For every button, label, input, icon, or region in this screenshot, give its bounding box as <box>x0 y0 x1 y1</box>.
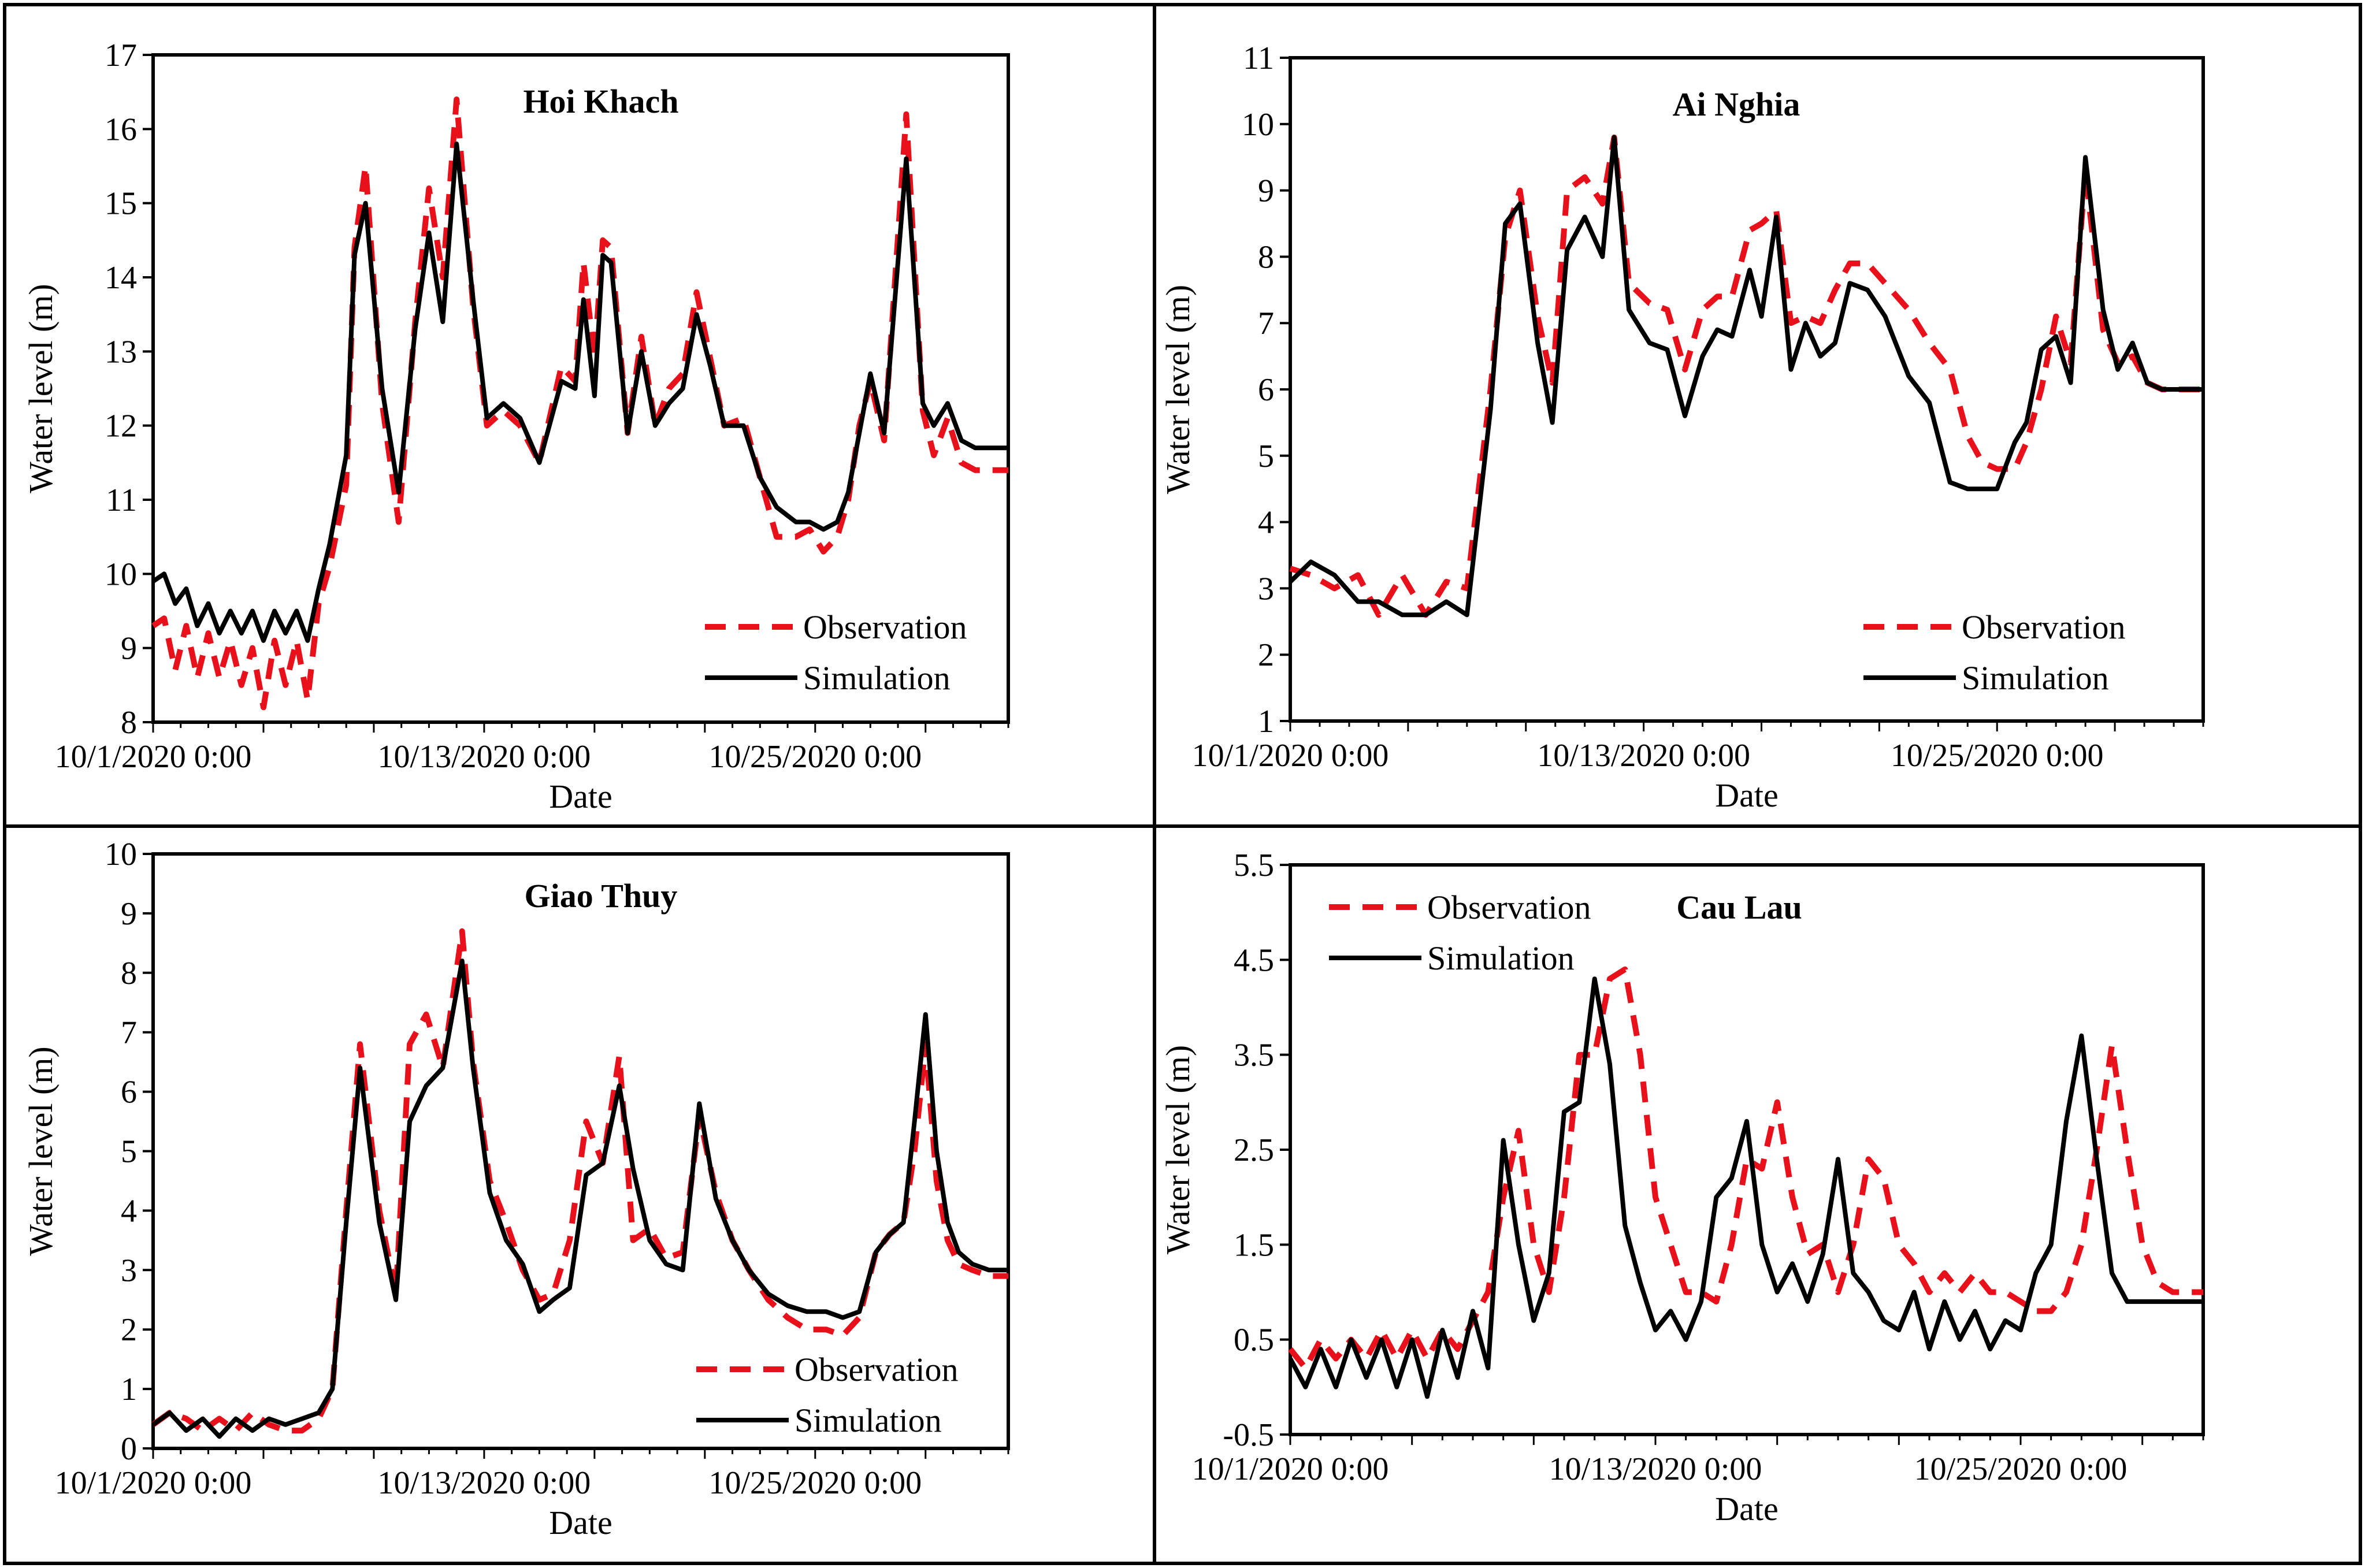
x-tick-label: 10/25/2020 0:00 <box>708 1465 922 1501</box>
legend-observation-label: Observation <box>1427 889 1591 926</box>
y-tick-label: 2 <box>1258 637 1274 673</box>
y-tick-label: 1.5 <box>1234 1227 1274 1263</box>
x-tick-label: 10/13/2020 0:00 <box>378 1465 591 1501</box>
y-tick-label: -0.5 <box>1223 1417 1274 1453</box>
y-tick-label: 10 <box>105 556 137 592</box>
y-tick-label: 11 <box>106 482 137 518</box>
x-tick-label: 10/25/2020 0:00 <box>708 739 922 775</box>
chart-cau-lau: -0.5 0.5 1.5 2.5 3.5 4.5 5.5 10/1/2020 0:00 10/1… <box>1159 848 2205 1528</box>
x-tick-label: 10/1/2020 0:00 <box>55 1465 252 1501</box>
y-tick-label: 6 <box>1258 372 1274 408</box>
y-tick-label: 5 <box>121 1134 137 1170</box>
y-tick-label: 8 <box>1258 239 1274 275</box>
plot-area <box>1289 56 2205 723</box>
y-tick-label: 16 <box>105 112 137 147</box>
chart-title: Ai Nghia <box>1673 86 1800 123</box>
x-tick-label: 10/25/2020 0:00 <box>1891 738 2104 774</box>
y-tick-label: 17 <box>105 38 137 73</box>
x-tick-label: 10/13/2020 0:00 <box>378 739 591 775</box>
legend-simulation-label: Simulation <box>794 1402 942 1439</box>
x-tick-label: 10/1/2020 0:00 <box>1192 1451 1389 1487</box>
y-tick-label: 15 <box>105 186 137 222</box>
y-tick-label: 9 <box>121 631 137 667</box>
y-tick-label: 5 <box>1258 439 1274 474</box>
y-tick-label: 8 <box>121 956 137 991</box>
x-tick-label: 10/13/2020 0:00 <box>1537 738 1750 774</box>
chart-title: Giao Thuy <box>525 877 678 915</box>
chart-ai-nghia: 1 2 3 4 5 6 7 8 9 10 11 10/1/2020 0:00 10/13/2020 0:… <box>1159 40 2205 814</box>
y-tick-label: 7 <box>1258 306 1274 341</box>
y-tick-label: 1 <box>1258 704 1274 740</box>
chart-hoi-khach: 8 9 10 11 12 13 14 15 16 17 10/1/2020 0:00 10/13/20… <box>22 38 1010 815</box>
y-tick-label: 6 <box>121 1075 137 1110</box>
legend-observation-label: Observation <box>803 608 967 646</box>
y-tick-label: 10 <box>105 837 137 872</box>
simulation-series-line <box>151 958 1008 1439</box>
y-tick-label: 2 <box>121 1312 137 1348</box>
y-tick-label: 3.5 <box>1234 1038 1274 1073</box>
y-tick-label: 9 <box>121 896 137 932</box>
x-axis-title: Date <box>1715 1490 1779 1528</box>
y-axis-title: Water level (m) <box>1159 285 1197 494</box>
y-tick-label: 3 <box>121 1253 137 1288</box>
legend-observation-label: Observation <box>794 1351 959 1388</box>
y-tick-label: 1 <box>121 1372 137 1407</box>
y-tick-label: 7 <box>121 1015 137 1051</box>
x-axis-title: Date <box>549 778 612 815</box>
y-tick-label: 4.5 <box>1234 942 1274 978</box>
chart-giao-thuy: 0 1 2 3 4 5 6 7 8 9 10 10/1/2020 0:00 10/13/2020 0:0… <box>22 837 1010 1541</box>
y-tick-label: 0.5 <box>1234 1322 1274 1358</box>
observation-series-line <box>1288 966 2203 1371</box>
y-tick-label: 5.5 <box>1234 848 1274 883</box>
x-tick-label: 10/13/2020 0:00 <box>1549 1451 1762 1487</box>
y-tick-label: 9 <box>1258 173 1274 209</box>
y-tick-label: 0 <box>121 1431 137 1467</box>
y-tick-label: 13 <box>105 334 137 370</box>
y-axis-title: Water level (m) <box>1159 1045 1197 1254</box>
y-tick-label: 4 <box>1258 505 1274 541</box>
figure-border <box>3 3 2362 1565</box>
y-tick-label: 10 <box>1242 107 1274 143</box>
legend: Observation Simulation <box>696 1351 959 1439</box>
simulation-series-line <box>1288 976 2203 1399</box>
simulation-series-line <box>1289 135 2203 618</box>
x-axis-title: Date <box>549 1504 612 1541</box>
legend-simulation-label: Simulation <box>1962 659 2109 697</box>
y-tick-label: 4 <box>121 1193 137 1229</box>
x-tick-label: 10/25/2020 0:00 <box>1914 1451 2128 1487</box>
x-axis-title: Date <box>1715 776 1779 814</box>
legend: Observation Simulation <box>1329 889 1591 977</box>
x-tick-label: 10/1/2020 0:00 <box>55 739 252 775</box>
y-tick-label: 8 <box>121 705 137 741</box>
y-tick-label: 11 <box>1243 40 1274 76</box>
y-tick-label: 3 <box>1258 571 1274 607</box>
chart-title: Cau Lau <box>1676 889 1802 926</box>
y-axis-title: Water level (m) <box>22 1046 60 1255</box>
legend: Observation Simulation <box>1863 608 2126 697</box>
legend: Observation Simulation <box>705 608 967 697</box>
chart-title: Hoi Khach <box>523 83 678 120</box>
y-tick-label: 14 <box>105 260 137 296</box>
x-tick-label: 10/1/2020 0:00 <box>1192 738 1389 774</box>
y-tick-label: 2.5 <box>1234 1132 1274 1168</box>
legend-simulation-label: Simulation <box>803 659 951 697</box>
y-axis-title: Water level (m) <box>22 284 60 493</box>
y-tick-label: 12 <box>105 408 137 444</box>
legend-simulation-label: Simulation <box>1427 939 1575 977</box>
legend-observation-label: Observation <box>1962 608 2126 646</box>
simulation-series-line <box>151 142 1008 643</box>
